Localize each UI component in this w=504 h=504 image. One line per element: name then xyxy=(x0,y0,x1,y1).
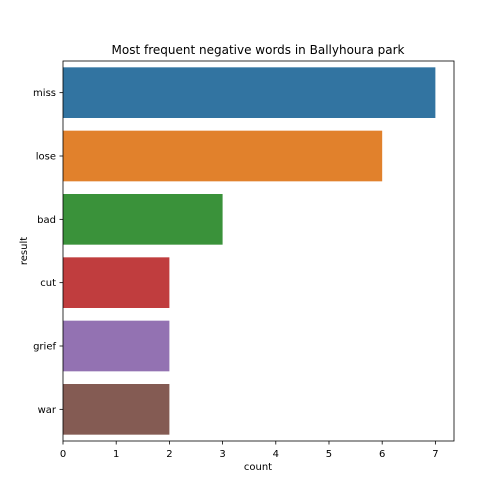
y-tick-label-lose: lose xyxy=(36,152,56,163)
chart-title: Most frequent negative words in Ballyhou… xyxy=(112,43,405,57)
x-tick-label-3: 3 xyxy=(219,449,225,460)
bars-group xyxy=(63,67,436,435)
x-tick-label-1: 1 xyxy=(113,449,119,460)
y-tick-label-bad: bad xyxy=(37,215,56,226)
y-axis-label: result xyxy=(19,237,30,265)
y-axis-ticks: miss lose bad cut grief war xyxy=(33,88,63,416)
bar-grief xyxy=(63,320,170,372)
bar-lose xyxy=(63,130,383,182)
x-tick-label-5: 5 xyxy=(326,449,332,460)
x-tick-label-4: 4 xyxy=(273,449,279,460)
y-tick-label-grief: grief xyxy=(33,342,56,353)
plot-frame xyxy=(62,60,455,442)
x-tick-label-6: 6 xyxy=(379,449,385,460)
x-tick-label-0: 0 xyxy=(60,449,66,460)
x-axis-ticks: 0 1 2 3 4 5 6 7 xyxy=(60,441,439,460)
y-tick-label-war: war xyxy=(38,405,57,416)
y-tick-label-cut: cut xyxy=(40,278,56,289)
x-tick-label-2: 2 xyxy=(166,449,172,460)
y-tick-label-miss: miss xyxy=(33,88,56,99)
bar-miss xyxy=(63,67,436,118)
x-tick-label-7: 7 xyxy=(432,449,438,460)
x-axis-label: count xyxy=(244,462,272,473)
bar-war xyxy=(63,384,170,435)
bar-bad xyxy=(63,194,223,245)
bar-cut xyxy=(63,257,170,308)
